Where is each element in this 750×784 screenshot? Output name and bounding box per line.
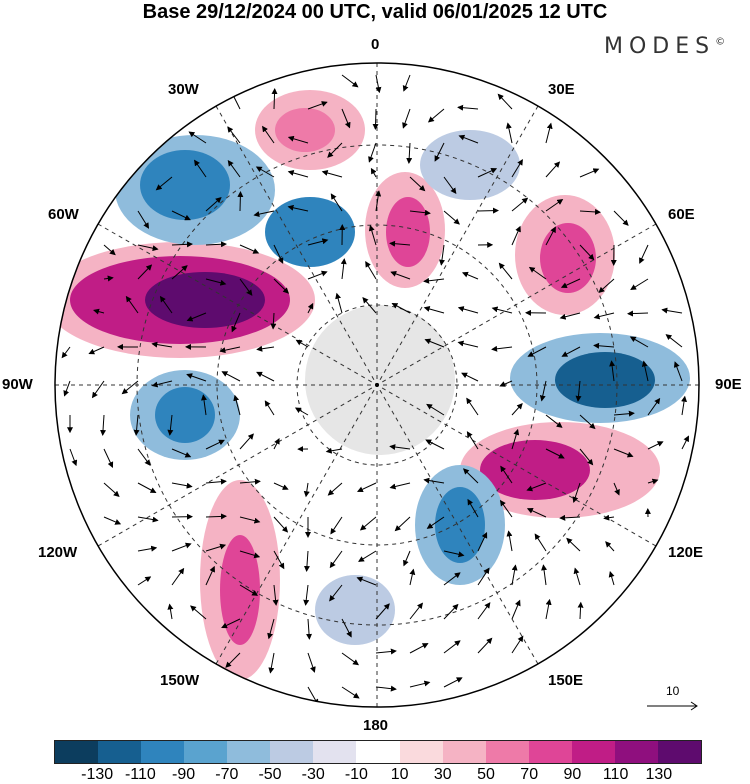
colorbar-swatch [98, 741, 141, 763]
colorbar-swatch [572, 741, 615, 763]
lon-label-0: 0 [371, 37, 379, 53]
vector-scale-arrow [645, 698, 705, 714]
lon-label-60e: 60E [668, 207, 695, 223]
colorbar-label: 50 [477, 766, 495, 784]
colorbar-label: 110 [603, 766, 629, 784]
lon-label-150w: 150W [160, 673, 199, 689]
colorbar-swatch [529, 741, 572, 763]
colorbar-swatch [227, 741, 270, 763]
colorbar-swatch [443, 741, 486, 763]
colorbar-labels: -130 -110 -90 -70 -50 -30 -10 10 30 50 70 90 110 130 [0, 766, 750, 784]
colorbar-swatch [486, 741, 529, 763]
colorbar-swatch [356, 741, 399, 763]
pole-dot [375, 383, 379, 387]
lon-label-30e: 30E [548, 82, 575, 98]
colorbar-label: -70 [215, 766, 238, 784]
wind-arrow [274, 89, 275, 109]
colorbar-swatch [184, 741, 227, 763]
lon-label-30w: 30W [168, 82, 199, 98]
colorbar-swatch [141, 741, 184, 763]
colorbar-swatch [400, 741, 443, 763]
lon-label-60w: 60W [48, 207, 79, 223]
wind-arrow [478, 211, 498, 212]
colorbar-swatch [313, 741, 356, 763]
colorbar [54, 740, 702, 764]
wind-arrow [375, 109, 376, 129]
colorbar-label: 90 [563, 766, 581, 784]
colorbar-label: -110 [125, 766, 156, 784]
colorbar-label: 130 [645, 766, 672, 784]
colorbar-swatch [615, 741, 658, 763]
colorbar-swatch [55, 741, 98, 763]
colorbar-label: -130 [81, 766, 113, 784]
colorbar-label: -90 [172, 766, 195, 784]
colorbar-label: -10 [345, 766, 368, 784]
colorbar-label: 30 [434, 766, 452, 784]
lon-label-150e: 150E [548, 673, 583, 689]
lon-label-90w: 90W [2, 377, 33, 393]
lon-label-90e: 90E [715, 377, 742, 393]
lon-label-180: 180 [363, 718, 388, 734]
wind-arrow [628, 313, 648, 314]
colorbar-label: 70 [520, 766, 538, 784]
colorbar-swatch [658, 741, 701, 763]
colorbar-swatch [270, 741, 313, 763]
colorbar-label: 10 [391, 766, 409, 784]
vector-scale-label: 10 [666, 684, 679, 698]
colorbar-label: -50 [258, 766, 281, 784]
lon-label-120e: 120E [668, 545, 703, 561]
polar-map [0, 0, 750, 740]
colorbar-label: -30 [302, 766, 325, 784]
lon-label-120w: 120W [38, 545, 77, 561]
wind-arrow [240, 192, 241, 211]
